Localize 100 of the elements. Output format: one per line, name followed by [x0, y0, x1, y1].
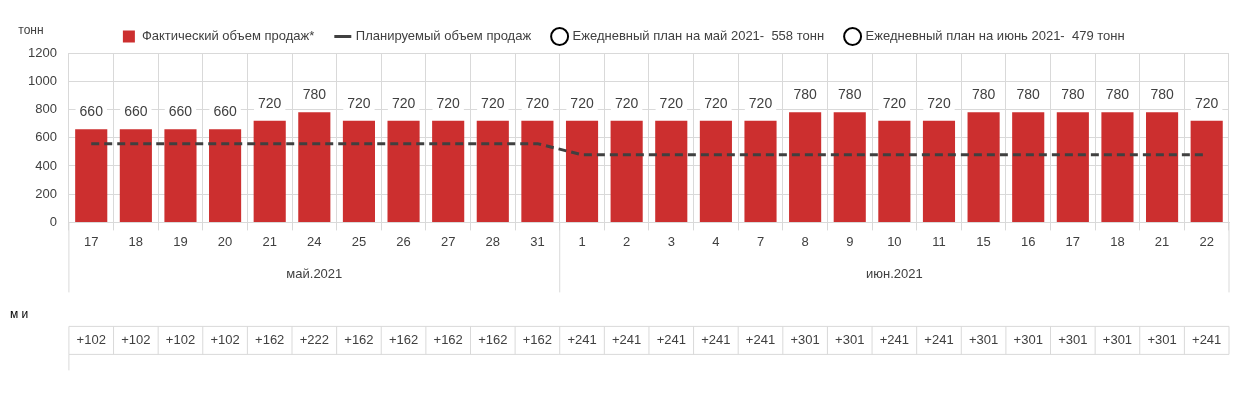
data-label: 780 [1016, 86, 1041, 103]
text: +102 [76, 331, 106, 347]
text: +241 [1192, 331, 1222, 347]
text: +162 [522, 331, 553, 347]
data-label: 720 [748, 94, 773, 111]
data-label: 660 [213, 103, 237, 120]
text: +102 [121, 331, 151, 347]
y-axis-title: тонн [18, 23, 44, 38]
text: +241 [612, 331, 642, 347]
text: +241 [701, 331, 731, 347]
bar [1146, 112, 1179, 222]
bar [967, 112, 1000, 222]
text: +301 [1013, 331, 1043, 347]
bar [789, 112, 822, 222]
data-label: 780 [971, 86, 996, 103]
x-tick-label: 3 [667, 233, 675, 249]
y-tick-label: 1200 [28, 44, 57, 60]
bar [1012, 112, 1045, 222]
text: +241 [745, 331, 776, 347]
data-label: 660 [168, 103, 193, 120]
bar [342, 120, 375, 222]
x-tick-label: 22 [1199, 233, 1214, 249]
text: +241 [879, 331, 910, 347]
x-tick-label: 9 [846, 233, 854, 249]
text: +241 [924, 331, 954, 347]
text: +301 [1147, 331, 1177, 347]
x-tick-label: 8 [801, 233, 809, 249]
x-tick-label: 28 [485, 233, 501, 249]
x-tick-label: 17 [1065, 233, 1081, 249]
data-label: 720 [704, 94, 728, 111]
data-label: 720 [659, 94, 684, 111]
data-label: 720 [436, 94, 461, 111]
bar [833, 112, 866, 222]
x-tick-label: 18 [128, 233, 144, 249]
bar [744, 120, 777, 222]
bar [476, 120, 509, 222]
bar [655, 120, 688, 222]
bar [298, 112, 331, 222]
data-label: 780 [1150, 86, 1174, 103]
legend-label: Ежедневный план на июнь 2021- 479 тонн [865, 28, 1125, 44]
x-tick-label: 11 [932, 233, 946, 249]
text: +301 [968, 331, 999, 347]
x-tick-label: 16 [1020, 233, 1036, 249]
bar [521, 120, 554, 222]
legend-label: Ежедневный план на май 2021- 558 тонн [572, 28, 825, 44]
x-tick-label: 27 [440, 233, 456, 249]
text: м и [10, 306, 29, 321]
data-label: 660 [124, 103, 148, 120]
x-tick-label: 20 [217, 233, 233, 249]
x-tick-label: 18 [1110, 233, 1125, 249]
bar [119, 129, 152, 222]
text: май.2021 [286, 265, 343, 281]
x-tick-label: 15 [976, 233, 991, 249]
data-label: 720 [525, 94, 550, 111]
bar [565, 120, 599, 222]
text: +301 [1102, 331, 1133, 347]
data-label: 780 [1105, 86, 1130, 103]
legend-label: Планируемый объем продаж [355, 28, 532, 44]
text: +102 [165, 331, 196, 347]
bar [1101, 112, 1134, 222]
x-tick-label: 4 [712, 233, 720, 249]
bar [922, 120, 956, 222]
text: +222 [299, 331, 329, 347]
bar [699, 120, 732, 222]
text: июн.2021 [865, 265, 923, 281]
data-label: 720 [1195, 94, 1219, 111]
bar [75, 129, 108, 222]
text: +162 [433, 331, 463, 347]
text: +162 [255, 331, 285, 347]
data-label: 780 [793, 86, 818, 103]
y-tick-label: 600 [35, 129, 57, 145]
text: +301 [790, 331, 820, 347]
data-label: 780 [1061, 86, 1085, 103]
data-label: 720 [570, 94, 594, 111]
y-tick-label: 800 [35, 101, 57, 117]
text: +162 [344, 331, 374, 347]
data-label: 720 [391, 94, 416, 111]
bar [1190, 120, 1223, 222]
data-label: 660 [79, 103, 104, 120]
text: +241 [567, 331, 597, 347]
data-label: 720 [258, 94, 282, 111]
text: +102 [210, 331, 240, 347]
x-tick-label: 7 [756, 233, 765, 249]
bar [209, 129, 242, 222]
data-label: 720 [614, 94, 639, 111]
x-tick-label: 2 [623, 233, 631, 249]
y-tick-label: 400 [35, 157, 57, 173]
y-tick-label: 0 [49, 213, 57, 229]
x-tick-label: 1 [578, 233, 586, 249]
data-label: 720 [927, 94, 951, 111]
x-tick-label: 26 [396, 233, 411, 249]
x-tick-label: 17 [83, 233, 99, 249]
data-label: 720 [347, 94, 371, 111]
bar [387, 120, 420, 222]
x-tick-label: 10 [887, 233, 902, 249]
text: +241 [656, 331, 686, 347]
text: +301 [1058, 331, 1088, 347]
data-label: 720 [882, 94, 907, 111]
x-tick-label: 21 [1154, 233, 1170, 249]
bar [164, 129, 197, 222]
